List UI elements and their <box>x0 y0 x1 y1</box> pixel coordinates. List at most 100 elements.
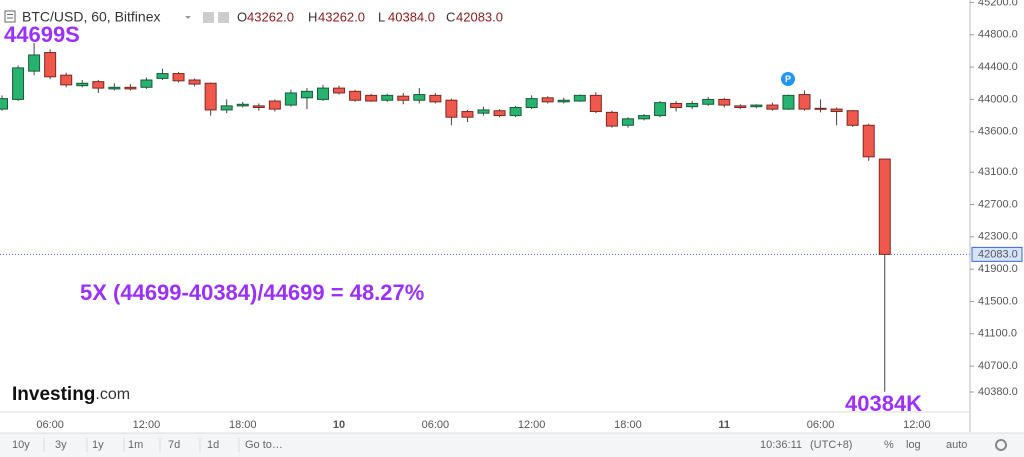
candle-body <box>670 102 683 109</box>
timezone[interactable]: (UTC+8) <box>810 439 852 451</box>
x-tick-label: 12:00 <box>518 419 546 431</box>
y-tick-label: 44800.0 <box>978 29 1018 41</box>
y-tick-label: 44400.0 <box>978 61 1018 73</box>
event-marker-label: P <box>785 74 791 84</box>
x-tick-label: 10 <box>333 419 345 431</box>
y-tick-label: 44000.0 <box>978 93 1018 105</box>
logo: Investing.com <box>12 384 130 405</box>
ohlc-value: 40384.0 <box>388 9 435 24</box>
candle-body <box>429 94 442 103</box>
x-tick-label: 12:00 <box>903 419 931 431</box>
candle-body <box>782 94 795 110</box>
candle-body <box>268 100 281 110</box>
range-button[interactable]: 7d <box>168 439 180 451</box>
settings-icon[interactable] <box>203 12 214 23</box>
logo-brand: Investing <box>12 384 95 405</box>
candle-body <box>188 79 201 85</box>
candle-body <box>220 105 233 111</box>
range-button[interactable]: 3y <box>55 439 67 451</box>
ohlc-key: O <box>237 9 247 24</box>
y-tick-label: 40380.0 <box>978 386 1018 398</box>
candle-body <box>60 74 73 86</box>
y-tick-label: 40700.0 <box>978 360 1018 372</box>
x-tick-label: 06:00 <box>422 419 450 431</box>
dropdown-arrow[interactable] <box>185 16 191 19</box>
range-button[interactable]: 1m <box>128 439 143 451</box>
candle-body <box>44 52 57 78</box>
candle-body <box>413 94 426 101</box>
plot-area <box>0 42 970 392</box>
logo-suffix: .com <box>95 386 130 403</box>
candle-body <box>445 99 458 118</box>
last-price-box <box>971 246 1023 262</box>
candle-body <box>0 98 8 110</box>
candle-body <box>830 108 843 113</box>
scale-option[interactable]: % <box>884 439 894 451</box>
candle-body <box>573 94 586 102</box>
scale-option[interactable]: log <box>906 439 921 451</box>
candle-body <box>509 107 522 117</box>
header: BTC/USD, 60, Bitfinex <box>4 9 229 25</box>
ohlc-value: 43262.0 <box>318 9 365 24</box>
candle-body <box>204 82 217 111</box>
candle-body <box>365 94 378 102</box>
ohlc-key: H <box>308 9 317 24</box>
settings-button[interactable] <box>995 439 1007 451</box>
candle-body <box>702 98 715 105</box>
ohlc-readout: O 43262.0 H 43262.0 L 40384.0 C 42083.0 <box>237 9 503 24</box>
scale-option[interactable]: auto <box>946 439 967 451</box>
candle-body <box>638 115 650 120</box>
menu-icon[interactable] <box>4 10 16 23</box>
event-marker[interactable] <box>781 72 795 86</box>
candle-body <box>381 94 394 101</box>
x-tick-label: 11 <box>718 419 730 431</box>
symbol-title: BTC/USD, 60, Bitfinex <box>22 9 161 25</box>
x-tick-label: 18:00 <box>614 419 642 431</box>
candle-body <box>252 105 265 109</box>
candle-body <box>108 86 121 90</box>
y-tick-label: 41900.0 <box>978 263 1018 275</box>
candle-body <box>734 105 747 109</box>
candle-body <box>92 81 105 89</box>
annotation: 5X (44699-40384)/44699 = 48.27% <box>80 280 424 305</box>
candle-body <box>333 87 346 94</box>
candle-body <box>140 79 153 88</box>
candle-body <box>766 104 779 110</box>
x-tick-label: 12:00 <box>133 419 161 431</box>
candle-body <box>798 94 811 110</box>
candle-body <box>750 104 763 108</box>
range-button[interactable]: 1y <box>92 439 104 451</box>
candle-body <box>461 111 474 118</box>
x-tick-label: 06:00 <box>807 419 835 431</box>
candle-body <box>525 98 538 109</box>
candle-body <box>28 54 41 72</box>
candle-body <box>349 90 362 101</box>
candle-body <box>878 158 891 255</box>
x-tick-label: 18:00 <box>229 419 257 431</box>
close-icon[interactable] <box>218 12 229 23</box>
goto-button[interactable]: Go to… <box>245 439 283 451</box>
candle-body <box>621 118 634 126</box>
candle-body <box>686 102 699 108</box>
ohlc-value: 43262.0 <box>247 9 294 24</box>
x-tick-label: 06:00 <box>36 419 64 431</box>
y-tick-label: 42700.0 <box>978 198 1018 210</box>
candle-body <box>846 110 859 126</box>
candle-body <box>589 94 602 113</box>
range-button[interactable]: 10y <box>12 439 30 451</box>
toolbar-items: 10y 3y 1y 1m 7d 1d Go to… 10:36:11 (UTC+8)% log au… <box>12 438 1007 452</box>
ohlc-key: L <box>378 9 385 24</box>
candle-body <box>300 90 313 99</box>
ohlc-key: C <box>446 9 455 24</box>
candle-body <box>718 98 731 106</box>
range-button[interactable]: 1d <box>207 439 219 451</box>
last-price-label: 42083.0 <box>978 248 1018 260</box>
candle-body <box>397 95 410 101</box>
annotation: 40384K <box>845 391 922 416</box>
candle-body <box>541 97 554 103</box>
candle-body <box>317 87 329 100</box>
candle-body <box>12 67 25 100</box>
ohlc-value: 42083.0 <box>456 9 503 24</box>
candle-body <box>76 82 89 87</box>
